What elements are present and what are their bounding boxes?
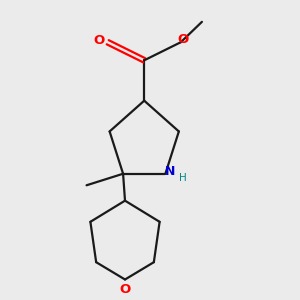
Text: O: O — [119, 283, 130, 296]
Text: N: N — [165, 165, 175, 178]
Text: H: H — [179, 173, 187, 183]
Text: O: O — [177, 33, 188, 46]
Text: O: O — [94, 34, 105, 47]
